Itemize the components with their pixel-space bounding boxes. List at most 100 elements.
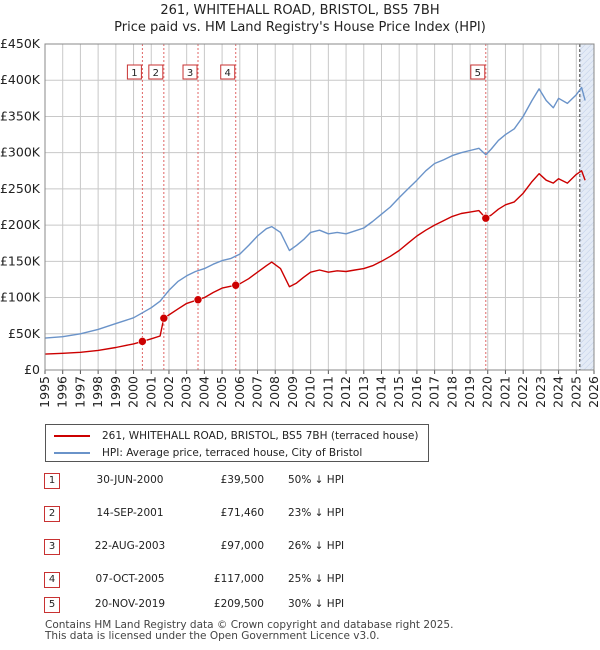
price-chart: 1 2 3 4 5 £0 £50K £100K £150K £200K £250K £300K £35… bbox=[0, 0, 600, 408]
forecast-hatch bbox=[579, 149, 595, 165]
forecast-hatch bbox=[583, 359, 595, 370]
forecast-hatch bbox=[579, 44, 587, 51]
transaction-point bbox=[193, 295, 203, 305]
footer-line-2: This data is licensed under the Open Gov… bbox=[45, 630, 380, 642]
transaction-marker: 2 bbox=[44, 506, 60, 522]
y-tick-label: £250K bbox=[0, 181, 41, 196]
forecast-hatch bbox=[579, 311, 595, 327]
forecast-hatch bbox=[580, 6, 594, 20]
transaction-marker-box bbox=[148, 64, 164, 80]
forecast-hatch bbox=[589, 365, 595, 370]
transaction-date: 07-OCT-2005 bbox=[95, 573, 165, 585]
y-tick-label: £100K bbox=[0, 290, 41, 305]
forecast-hatch bbox=[579, 83, 595, 99]
plot-area bbox=[45, 44, 594, 370]
x-tick-label: 2015 bbox=[391, 376, 406, 408]
forecast-hatch bbox=[579, 275, 595, 291]
table-row: 1 30-JUN-2000 £39,500 50% ↓ HPI bbox=[44, 473, 464, 489]
forecast-hatch bbox=[579, 227, 595, 243]
x-tick-label: 2019 bbox=[462, 376, 477, 408]
plot-frame bbox=[44, 43, 595, 371]
forecast-hatch bbox=[580, 0, 594, 2]
forecast-hatch bbox=[579, 167, 595, 183]
transaction-marker: 1 bbox=[44, 473, 60, 489]
forecast-hatch bbox=[579, 101, 595, 117]
transaction-marker-label: 5 bbox=[475, 68, 481, 79]
legend-swatch-hpi bbox=[54, 452, 90, 454]
forecast-hatch bbox=[579, 239, 595, 255]
x-tick-label: 2014 bbox=[373, 376, 388, 408]
title-line-1: 261, WHITEHALL ROAD, BRISTOL, BS5 7BH bbox=[160, 3, 440, 18]
x-tick-label: 2007 bbox=[250, 376, 265, 408]
forecast-hatch bbox=[579, 221, 595, 237]
forecast-hatch bbox=[579, 203, 595, 219]
forecast-hatch bbox=[579, 299, 595, 315]
forecast-hatch bbox=[579, 281, 595, 297]
x-tick-label: 1995 bbox=[37, 376, 52, 408]
transaction-price: £209,500 bbox=[213, 598, 264, 610]
transaction-marker-label: 4 bbox=[225, 68, 231, 79]
transaction-date: 30-JUN-2000 bbox=[96, 474, 164, 486]
transaction-date: 22-AUG-2003 bbox=[94, 540, 166, 552]
transaction-price: £97,000 bbox=[220, 540, 264, 552]
forecast-hatch bbox=[579, 209, 595, 225]
forecast-hatch bbox=[579, 215, 595, 231]
transaction-hpi: 50% ↓ HPI bbox=[288, 474, 345, 486]
transaction-marker-box bbox=[182, 64, 198, 80]
forecast-hatch bbox=[579, 245, 595, 261]
forecast-hatch bbox=[579, 263, 595, 279]
x-tick-label: 2003 bbox=[179, 376, 194, 408]
table-row: 4 07-OCT-2005 £117,000 25% ↓ HPI bbox=[44, 572, 464, 588]
x-tick-label: 2023 bbox=[533, 376, 548, 408]
forecast-hatch bbox=[579, 137, 595, 153]
property-line bbox=[44, 170, 586, 355]
x-tick-label: 2018 bbox=[444, 376, 459, 408]
x-tick-label: 2002 bbox=[161, 376, 176, 408]
legend-item-property: 261, WHITEHALL ROAD, BRISTOL, BS5 7BH (t… bbox=[54, 428, 418, 444]
x-tick-label: 1998 bbox=[90, 376, 105, 408]
forecast-hatch bbox=[579, 44, 581, 45]
transaction-point bbox=[138, 337, 147, 346]
y-tick-label: £450K bbox=[0, 36, 41, 51]
transaction-date: 14-SEP-2001 bbox=[96, 507, 164, 519]
forecast-hatch bbox=[579, 323, 595, 339]
transaction-marker: 3 bbox=[44, 539, 60, 555]
x-tick-label: 1997 bbox=[72, 376, 87, 408]
forecast-hatch bbox=[579, 59, 595, 75]
y-tick-label: £300K bbox=[0, 145, 41, 160]
forecast-hatch bbox=[579, 65, 595, 81]
x-tick-label: 2022 bbox=[515, 376, 530, 408]
forecast-hatch bbox=[579, 173, 595, 189]
forecast-hatch bbox=[580, 0, 594, 8]
forecast-hatch bbox=[579, 71, 595, 87]
forecast-hatch bbox=[579, 335, 595, 351]
x-tick-label: 2009 bbox=[285, 376, 300, 408]
legend-label-property: 261, WHITEHALL ROAD, BRISTOL, BS5 7BH (t… bbox=[102, 430, 419, 442]
transaction-point bbox=[231, 280, 241, 290]
x-tick-label: 2020 bbox=[480, 376, 495, 408]
forecast-hatch bbox=[579, 107, 595, 123]
forecast-hatch bbox=[579, 329, 595, 345]
transaction-marker: 5 bbox=[44, 597, 60, 613]
y-tick-label: £50K bbox=[8, 326, 41, 341]
forecast-hatch bbox=[579, 191, 595, 207]
forecast-hatch bbox=[580, 18, 594, 32]
forecast-hatch bbox=[579, 233, 595, 249]
transaction-hpi: 23% ↓ HPI bbox=[288, 507, 345, 519]
x-tick-label: 1996 bbox=[55, 376, 70, 408]
legend-item-hpi: HPI: Average price, terraced house, City… bbox=[54, 445, 362, 461]
transaction-point bbox=[159, 313, 169, 323]
x-tick-label: 2013 bbox=[356, 376, 371, 408]
y-tick-label: £150K bbox=[0, 253, 41, 268]
forecast-hatch bbox=[579, 95, 595, 111]
forecast-hatch bbox=[579, 179, 595, 195]
x-tick-label: 2006 bbox=[232, 376, 247, 408]
transaction-marker: 4 bbox=[44, 572, 60, 588]
x-tick-label: 2026 bbox=[586, 376, 600, 408]
forecast-hatch bbox=[579, 53, 595, 69]
y-tick-label: £0 bbox=[24, 362, 40, 377]
x-tick-label: 2021 bbox=[497, 376, 512, 408]
footer-line-1: Contains HM Land Registry data © Crown c… bbox=[45, 619, 454, 631]
legend-swatch-property bbox=[54, 435, 90, 437]
x-tick-label: 2008 bbox=[267, 376, 282, 408]
